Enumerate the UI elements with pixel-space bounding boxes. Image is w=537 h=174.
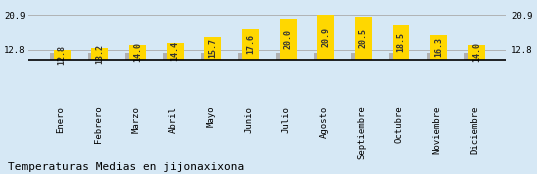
- Text: 13.2: 13.2: [96, 44, 104, 64]
- Text: 18.5: 18.5: [396, 33, 405, 53]
- Text: 14.4: 14.4: [171, 41, 180, 61]
- Text: 12.8: 12.8: [57, 45, 67, 65]
- Text: 17.6: 17.6: [246, 34, 255, 54]
- Bar: [126, 53, 135, 60]
- Text: 14.0: 14.0: [472, 42, 481, 62]
- Text: 20.5: 20.5: [359, 28, 368, 48]
- Bar: [426, 53, 436, 60]
- Bar: [393, 25, 409, 60]
- Bar: [280, 19, 296, 60]
- Bar: [238, 53, 248, 60]
- Bar: [91, 48, 108, 60]
- Bar: [54, 50, 71, 60]
- Text: 20.9: 20.9: [321, 27, 330, 47]
- Bar: [88, 53, 97, 60]
- Bar: [464, 53, 474, 60]
- Bar: [430, 35, 447, 60]
- Bar: [201, 53, 210, 60]
- Bar: [317, 15, 334, 60]
- Bar: [389, 53, 398, 60]
- Text: Temperaturas Medias en jijonaxixona: Temperaturas Medias en jijonaxixona: [8, 162, 244, 172]
- Bar: [468, 45, 485, 60]
- Bar: [276, 53, 286, 60]
- Bar: [242, 29, 259, 60]
- Bar: [166, 43, 184, 60]
- Text: 16.3: 16.3: [434, 37, 443, 57]
- Bar: [314, 53, 323, 60]
- Bar: [50, 53, 60, 60]
- Bar: [355, 17, 372, 60]
- Bar: [204, 37, 221, 60]
- Text: 15.7: 15.7: [208, 38, 217, 58]
- Bar: [163, 53, 172, 60]
- Bar: [129, 45, 146, 60]
- Text: 20.0: 20.0: [284, 29, 293, 49]
- Bar: [351, 53, 361, 60]
- Text: 14.0: 14.0: [133, 42, 142, 62]
